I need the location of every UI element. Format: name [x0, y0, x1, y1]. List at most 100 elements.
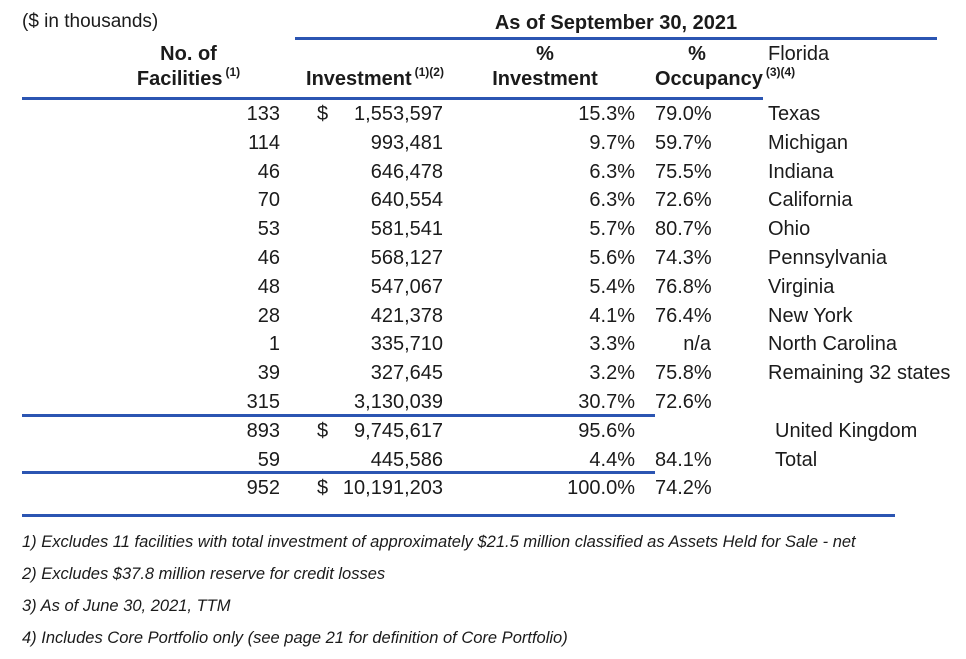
pct-investment-cell: 5.6%	[589, 246, 635, 269]
pct-occupancy-cell: n/a	[683, 333, 711, 356]
investment-cell: 335,710	[295, 330, 455, 359]
pct-investment-cell: 4.1%	[589, 304, 635, 327]
pct-investment-cell: 15.3%	[578, 103, 635, 125]
col-header-facilities-line2: Facilities (1)	[136, 65, 241, 90]
footnotes: 1) Excludes 11 facilities with total inv…	[22, 526, 937, 654]
facilities-cell: 53	[257, 218, 280, 241]
footnote-3: 3) As of June 30, 2021, TTM	[22, 597, 231, 616]
pct-occupancy-cell: 79.0%	[655, 103, 712, 125]
investment-cell: 993,481	[295, 129, 455, 158]
facilities-cell: 48	[257, 275, 280, 298]
col-header-pct-occupancy-line1: %	[688, 43, 706, 65]
footnote-2: 2) Excludes $37.8 million reserve for cr…	[22, 565, 386, 584]
col-header-facilities-line1: No. of	[160, 43, 217, 65]
row-label: Pennsylvania	[768, 246, 887, 269]
footnote-ref-3-4: (3)(4)	[765, 65, 796, 80]
investment-value: 327,645	[370, 362, 443, 385]
table-grid: ($ in thousands) As of September 30, 202…	[22, 10, 951, 503]
pct-occupancy-cell: 72.6%	[655, 390, 712, 413]
facilities-cell: 952	[246, 477, 280, 500]
row-label: United Kingdom	[775, 419, 918, 442]
footnote-1: 1) Excludes 11 facilities with total inv…	[22, 533, 856, 552]
pct-investment-cell: 30.7%	[455, 388, 655, 417]
pct-investment-cell: 3.2%	[589, 362, 635, 385]
pct-investment-cell: 5.4%	[589, 275, 635, 298]
investment-cell: 640,554	[295, 186, 455, 215]
investment-cell: 421,378	[295, 302, 455, 331]
pct-occupancy-cell: 59.7%	[655, 131, 712, 154]
investment-value: 335,710	[370, 333, 443, 356]
investment-value: 3,130,039	[354, 390, 443, 413]
row-label: Michigan	[768, 131, 849, 154]
investment-cell: 445,586	[295, 446, 455, 475]
pct-occupancy-cell: 76.8%	[655, 275, 712, 298]
facilities-cell: 893	[246, 419, 280, 442]
investment-value: 1,553,597	[354, 103, 443, 125]
row-label: Florida	[768, 43, 830, 65]
pct-investment-cell: 5.7%	[589, 218, 635, 241]
col-header-investment: Investment (1)(2)	[295, 40, 455, 100]
row-label: Remaining 32 states	[768, 362, 951, 385]
row-label: California	[768, 189, 853, 212]
row-label: North Carolina	[768, 333, 897, 356]
investment-value: 9,745,617	[354, 419, 443, 442]
col-header-investment-line2: Investment (1)(2)	[306, 65, 444, 90]
facilities-cell: 46	[257, 246, 280, 269]
col-header-pct-investment: % Investment	[455, 40, 655, 100]
investment-value: 993,481	[370, 131, 443, 154]
table-wrapper: ($ in thousands) As of September 30, 202…	[22, 10, 951, 654]
investment-value: 568,127	[370, 246, 443, 269]
footnote-ref-1: (1)	[225, 65, 241, 80]
facilities-cell: 315	[22, 388, 295, 417]
facilities-cell: 114	[248, 131, 280, 154]
investment-cell: $10,191,203	[295, 474, 455, 503]
facilities-cell: 70	[257, 189, 280, 212]
investment-cell: $9,745,617	[295, 417, 455, 446]
row-label: Ohio	[768, 218, 811, 241]
facilities-cell: 46	[257, 160, 280, 183]
pct-occupancy-cell: 76.4%	[655, 304, 712, 327]
pct-occupancy-cell: 80.7%	[655, 218, 712, 241]
row-label: Total	[775, 448, 818, 471]
col-header-pct-occupancy-line2: Occupancy (3)(4)	[655, 65, 796, 90]
facilities-cell: 59	[22, 446, 295, 475]
facilities-cell: 28	[257, 304, 280, 327]
pct-investment-cell: 6.3%	[589, 189, 635, 212]
investment-value: 640,554	[370, 189, 443, 212]
investment-value: 10,191,203	[342, 477, 443, 500]
investment-cell: 327,645	[295, 359, 455, 388]
pct-investment-cell: 95.6%	[578, 419, 635, 442]
investment-value: 421,378	[370, 304, 443, 327]
pct-occupancy-cell: 84.1%	[655, 448, 712, 471]
units-label: ($ in thousands)	[22, 11, 159, 32]
pct-occupancy-cell	[655, 417, 763, 446]
pct-investment-cell: 4.4%	[455, 446, 655, 475]
investment-cell: 646,478	[295, 158, 455, 187]
investment-cell: 3,130,039	[295, 388, 455, 417]
currency-symbol: $	[317, 103, 329, 125]
investment-cell: $1,553,597	[295, 100, 455, 129]
row-label: Texas	[768, 103, 821, 125]
investment-value: 581,541	[370, 218, 443, 241]
footnote-ref-1-2: (1)(2)	[414, 65, 444, 80]
facilities-cell: 39	[257, 362, 280, 385]
investment-value: 646,478	[370, 160, 443, 183]
currency-symbol: $	[317, 419, 329, 442]
col-header-pct-occupancy: % Occupancy (3)(4)	[655, 40, 796, 100]
pct-investment-cell: 100.0%	[567, 477, 635, 500]
pct-occupancy-cell: 74.2%	[655, 477, 712, 500]
pct-occupancy-cell: 75.5%	[655, 160, 712, 183]
table-bottom-rule	[22, 514, 895, 518]
col-header-facilities: No. of Facilities (1)	[22, 40, 295, 100]
investment-cell: 568,127	[295, 244, 455, 273]
pct-occupancy-cell: 75.8%	[655, 362, 712, 385]
row-label: Indiana	[768, 160, 834, 183]
as-of-date-header: As of September 30, 2021	[295, 10, 937, 40]
investment-cell: 547,067	[295, 273, 455, 302]
currency-symbol: $	[317, 477, 329, 500]
col-header-pct-investment-line1: %	[536, 43, 554, 65]
investment-cell: 581,541	[295, 215, 455, 244]
row-label: Virginia	[768, 275, 835, 298]
investment-value: 445,586	[370, 448, 443, 471]
